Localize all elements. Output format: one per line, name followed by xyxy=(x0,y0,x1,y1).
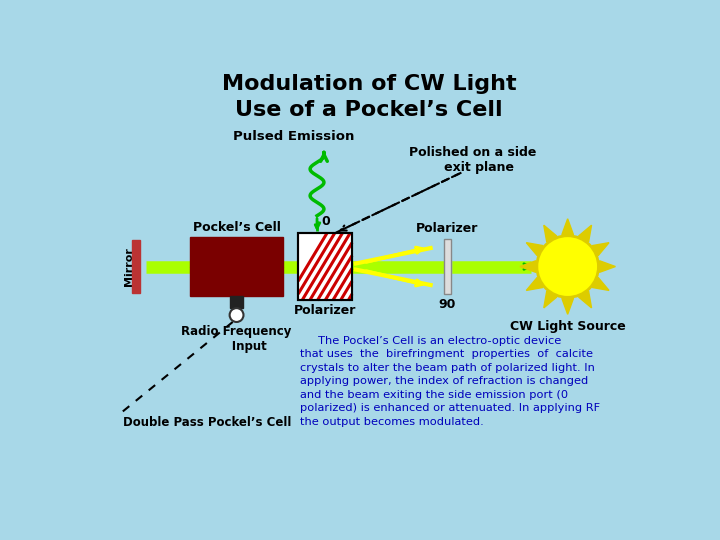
Text: and the beam exiting the side emission port (0: and the beam exiting the side emission p… xyxy=(300,390,568,400)
Text: Polarizer: Polarizer xyxy=(294,304,356,318)
Polygon shape xyxy=(562,299,573,314)
Text: Pockel’s Cell: Pockel’s Cell xyxy=(193,221,281,234)
Text: 0: 0 xyxy=(322,215,330,228)
Text: Pulsed Emission: Pulsed Emission xyxy=(233,130,355,143)
Polygon shape xyxy=(579,225,592,242)
Text: Double Pass Pockel’s Cell: Double Pass Pockel’s Cell xyxy=(122,416,291,429)
Text: polarized) is enhanced or attenuated. In applying RF: polarized) is enhanced or attenuated. In… xyxy=(300,403,600,413)
Text: the output becomes modulated.: the output becomes modulated. xyxy=(300,417,483,427)
Bar xyxy=(230,296,243,308)
Bar xyxy=(298,233,352,300)
Text: Radio Frequency
      Input: Radio Frequency Input xyxy=(181,325,292,353)
Bar xyxy=(132,240,140,294)
Polygon shape xyxy=(544,225,557,242)
Polygon shape xyxy=(526,242,543,255)
Circle shape xyxy=(230,308,243,322)
Text: crystals to alter the beam path of polarized light. In: crystals to alter the beam path of polar… xyxy=(300,363,595,373)
Text: Mirror: Mirror xyxy=(124,247,134,286)
Text: CW Light Source: CW Light Source xyxy=(510,320,626,333)
Text: Modulation of CW Light
Use of a Pockel’s Cell: Modulation of CW Light Use of a Pockel’s… xyxy=(222,74,516,120)
Bar xyxy=(190,237,283,267)
Text: Polished on a side
   exit plane: Polished on a side exit plane xyxy=(409,146,536,174)
Text: that uses  the  birefringment  properties  of  calcite: that uses the birefringment properties o… xyxy=(300,349,593,359)
Bar xyxy=(298,233,352,300)
Polygon shape xyxy=(593,278,609,291)
Polygon shape xyxy=(593,242,609,255)
Polygon shape xyxy=(544,291,557,308)
Bar xyxy=(444,239,451,294)
Text: Polarizer: Polarizer xyxy=(416,222,479,235)
Bar xyxy=(190,267,283,296)
Polygon shape xyxy=(600,261,616,272)
Polygon shape xyxy=(526,278,543,291)
Polygon shape xyxy=(520,261,536,272)
Polygon shape xyxy=(579,291,592,308)
Text: applying power, the index of refraction is changed: applying power, the index of refraction … xyxy=(300,376,588,386)
Text: The Pockel’s Cell is an electro-optic device: The Pockel’s Cell is an electro-optic de… xyxy=(300,336,561,346)
Text: 90: 90 xyxy=(439,298,456,311)
Polygon shape xyxy=(562,219,573,235)
Circle shape xyxy=(537,236,598,298)
